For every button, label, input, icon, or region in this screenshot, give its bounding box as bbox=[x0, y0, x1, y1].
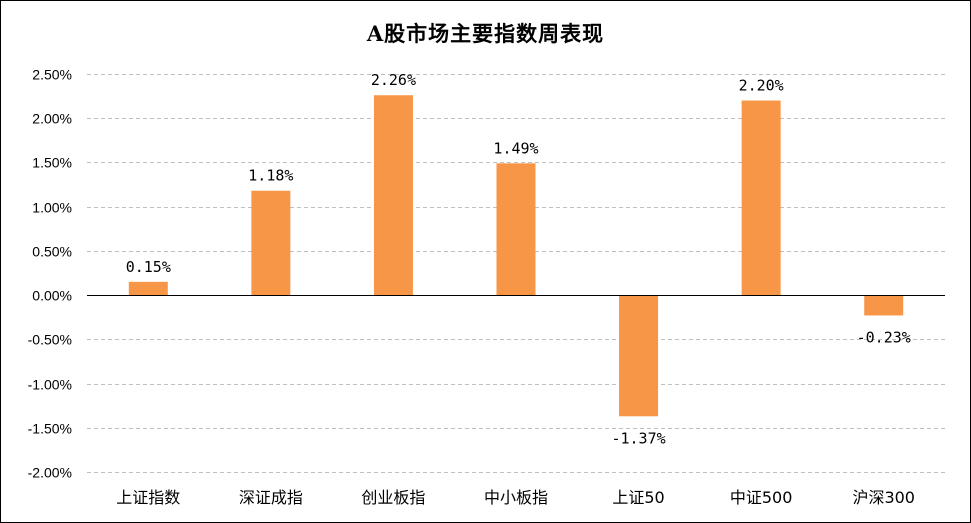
bar bbox=[741, 100, 781, 296]
category-label: 创业板指 bbox=[361, 488, 425, 507]
chart-title: A股市场主要指数周表现 bbox=[366, 21, 605, 46]
data-label: -0.23% bbox=[857, 328, 911, 346]
category-label: 上证50 bbox=[612, 488, 664, 507]
x-axis-category-labels: 上证指数 深证成指 创业板指 中小板指 上证50 中证500 沪深300 bbox=[116, 488, 915, 507]
category-label: 上证指数 bbox=[116, 488, 180, 507]
data-label: 2.26% bbox=[371, 71, 416, 89]
y-tick-label: -2.00% bbox=[28, 465, 72, 481]
category-label: 中证500 bbox=[730, 488, 793, 507]
y-axis-tick-labels: 2.50% 2.00% 1.50% 1.00% 0.50% 0.00% -0.50% -1.0… bbox=[28, 67, 72, 481]
category-label: 中小板指 bbox=[484, 488, 548, 507]
y-tick-label: -1.50% bbox=[28, 421, 72, 437]
bars bbox=[128, 95, 904, 417]
data-label: 1.18% bbox=[248, 167, 293, 185]
bar bbox=[496, 163, 536, 296]
gridlines bbox=[87, 74, 945, 473]
y-tick-label: 2.50% bbox=[32, 67, 72, 83]
category-label: 深证成指 bbox=[239, 488, 303, 507]
y-tick-label: -1.00% bbox=[28, 377, 72, 393]
y-tick-label: 1.50% bbox=[32, 155, 72, 171]
bar bbox=[373, 95, 413, 296]
bar bbox=[251, 190, 291, 296]
y-tick-label: -0.50% bbox=[28, 332, 72, 348]
data-label: -1.37% bbox=[611, 429, 665, 447]
bar bbox=[864, 295, 904, 316]
y-tick-label: 2.00% bbox=[32, 111, 72, 127]
y-tick-label: 1.00% bbox=[32, 200, 72, 216]
y-tick-label: 0.50% bbox=[32, 244, 72, 260]
y-tick-label: 0.00% bbox=[32, 288, 72, 304]
data-label: 1.49% bbox=[493, 139, 538, 157]
bar bbox=[128, 281, 168, 296]
data-label: 2.20% bbox=[739, 77, 784, 95]
data-label: 0.15% bbox=[126, 258, 171, 276]
category-label: 沪深300 bbox=[852, 488, 915, 507]
bar bbox=[619, 295, 659, 417]
data-labels: 0.15% 1.18% 2.26% 1.49% -1.37% 2.20% -0.23% bbox=[126, 71, 911, 447]
